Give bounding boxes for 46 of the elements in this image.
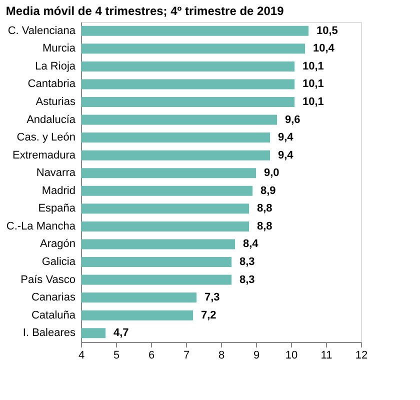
data-label: 8,4 bbox=[243, 238, 260, 250]
y-tick-label: Aragón bbox=[40, 238, 76, 250]
x-tick-label: 4 bbox=[78, 350, 85, 362]
y-tick-label: Navarra bbox=[36, 167, 76, 180]
data-label: 10,1 bbox=[302, 96, 324, 108]
data-label: 8,3 bbox=[240, 256, 255, 268]
y-tick-label: Cataluña bbox=[31, 309, 76, 322]
data-label: 9,4 bbox=[278, 132, 294, 144]
x-tick-label: 8 bbox=[218, 350, 225, 362]
y-tick-label: Murcia bbox=[42, 42, 76, 55]
x-tick-label: 12 bbox=[355, 350, 368, 362]
data-label: 7,3 bbox=[204, 292, 220, 304]
data-label: 9,6 bbox=[285, 114, 300, 126]
data-label: 4,7 bbox=[114, 327, 129, 340]
data-label: 9,0 bbox=[264, 167, 280, 180]
y-tick-label: I. Baleares bbox=[22, 327, 76, 340]
y-tick-label: España bbox=[38, 202, 76, 215]
y-tick-label: Asturias bbox=[36, 96, 76, 108]
data-label: 8,8 bbox=[257, 220, 272, 232]
y-tick-label: La Rioja bbox=[35, 60, 76, 72]
x-tick-label: 7 bbox=[183, 350, 190, 362]
data-label: 8,8 bbox=[257, 202, 272, 215]
y-tick-label: Galicia bbox=[42, 256, 76, 268]
y-tick-label: País Vasco bbox=[20, 274, 76, 286]
x-tick-label: 9 bbox=[253, 350, 260, 362]
x-tick-label: 6 bbox=[148, 350, 155, 362]
data-label: 10,5 bbox=[316, 24, 338, 37]
data-label: 9,4 bbox=[278, 149, 294, 162]
chart-title: Media móvil de 4 trimestres; 4º trimestre de 2019 bbox=[6, 4, 284, 18]
y-tick-label: C.-La Mancha bbox=[6, 220, 76, 232]
y-tick-label: Madrid bbox=[42, 184, 76, 197]
x-tick-label: 10 bbox=[285, 350, 298, 362]
y-tick-label: C. Valenciana bbox=[8, 24, 76, 37]
y-tick-label: Cas. y León bbox=[16, 132, 76, 144]
data-label: 10,4 bbox=[313, 42, 336, 55]
data-label: 10,1 bbox=[302, 60, 324, 72]
y-tick-label: Canarias bbox=[31, 292, 76, 304]
y-tick-label: Cantabria bbox=[28, 78, 76, 90]
y-tick-label: Extremadura bbox=[12, 149, 76, 162]
data-label: 10,1 bbox=[302, 78, 324, 90]
data-label: 8,9 bbox=[260, 184, 276, 197]
x-tick-label: 11 bbox=[320, 350, 332, 362]
data-label: 7,2 bbox=[201, 309, 216, 322]
y-tick-label: Andalucía bbox=[26, 114, 76, 126]
x-tick-label: 5 bbox=[113, 350, 120, 362]
data-label: 8,3 bbox=[240, 274, 255, 286]
